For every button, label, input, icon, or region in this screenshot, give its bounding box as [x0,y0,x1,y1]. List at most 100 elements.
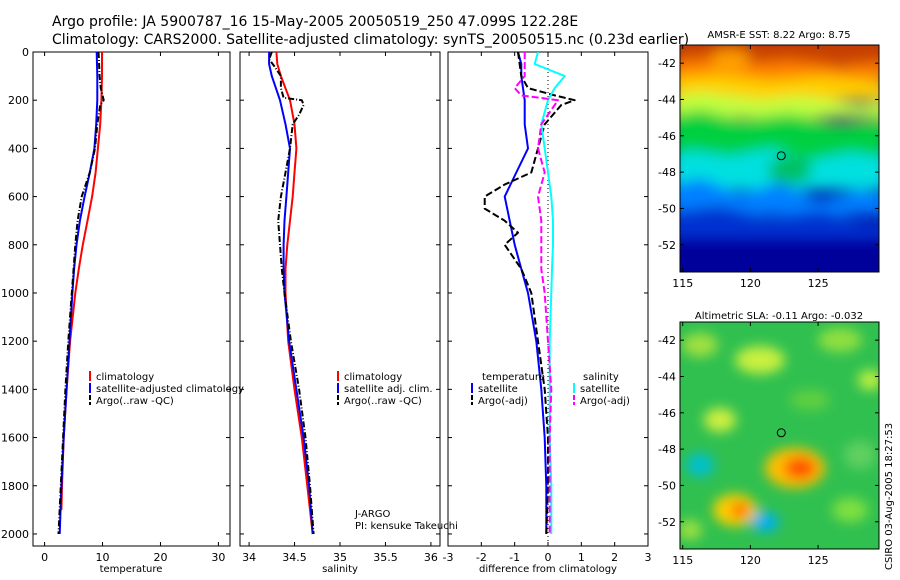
x-tick-label: 0 [41,551,48,564]
sst-map-title: AMSR-E SST: 8.22 Argo: 8.75 [707,30,850,41]
salinity-panel: 34 34.5 35 35.5 36 salinity climatology sate… [239,51,458,575]
sst-map-frame [679,44,880,273]
figure-title-line1: Argo profile: JA 5900787_16 15-May-2005 … [52,14,578,30]
legend-label-satellite-adjusted: satellite-adjusted climatology [96,384,244,395]
annotation-pi: PI: kensuke Takeuchi [355,521,458,532]
sla-field [680,322,879,549]
sst-map-ticks: -42 -44 -46 -48 -50 -52 115 120 125 [658,45,879,290]
y-tick-label: 600 [8,191,29,204]
y-tick-label: 200 [8,94,29,107]
series-line-satellite-adj-clim [268,52,314,535]
map-y-tick-label: -50 [658,202,676,215]
legend-label-sal-satellite: satellite [580,384,620,395]
map-x-tick-label: 125 [808,277,829,290]
salinity-ticks: 34 34.5 35 35.5 36 [240,51,440,564]
map-y-tick-label: -42 [658,57,676,70]
sst-argo-location-marker [776,151,786,161]
map-x-tick-label: 125 [808,554,829,567]
legend-label-argo: Argo(..raw -QC) [344,396,422,407]
x-tick-label: 35 [333,551,347,564]
legend-header-salinity: salinity [583,372,619,383]
x-tick-label: 34.5 [282,551,307,564]
y-tick-label: 1000 [1,287,29,300]
figure-title-line2: Climatology: CARS2000. Satellite-adjuste… [52,32,689,48]
series-line-satellite [533,52,566,534]
map-y-tick-label: -52 [658,239,676,252]
x-tick-label: -3 [443,551,454,564]
x-tick-label: 35.5 [373,551,398,564]
sst-field [680,45,879,272]
temperature-panel: 0 200 400 600 800 1000 1200 1400 1600 1800 2000 0 10… [1,46,244,575]
map-y-tick-label: -46 [658,407,676,420]
legend-label-temp-argo: Argo(-adj) [478,396,528,407]
series-line-argo-raw-qc [268,52,315,535]
temperature-ticks: 0 200 400 600 800 1000 1200 1400 1600 1800 2000 0 10… [1,46,230,564]
map-y-tick-label: -48 [658,443,676,456]
credit-timestamp: CSIRO 03-Aug-2005 18:27:53 [884,423,895,570]
y-tick-label: 1600 [1,432,29,445]
salinity-xlabel: salinity [322,564,358,575]
map-x-tick-label: 120 [740,277,761,290]
legend-label-temp-satellite: satellite [478,384,518,395]
y-tick-label: 2000 [1,528,29,541]
series-line-climatology [275,52,314,535]
sla-map-ticks: -42 -44 -46 -48 -50 -52 115 120 125 [658,322,879,567]
series-line-argo-adj [513,52,559,534]
map-y-tick-label: -50 [658,479,676,492]
salinity-legend: climatology satellite adj. clim. Argo(..… [337,371,433,407]
legend-label-argo: Argo(..raw -QC) [96,396,174,407]
difference-lines [483,52,576,546]
map-y-tick-label: -48 [658,166,676,179]
map-x-tick-label: 115 [672,277,693,290]
legend-header-temperature: temperature [482,372,545,383]
difference-panel: -3 -2 -1 0 1 2 3 difference from climatology t… [443,51,652,575]
y-tick-label: 1400 [1,383,29,396]
legend-label-climatology: climatology [344,372,402,383]
x-tick-label: 3 [645,551,652,564]
map-y-tick-label: -42 [658,334,676,347]
x-tick-label: 10 [96,551,110,564]
map-y-tick-label: -52 [658,516,676,529]
x-tick-label: 20 [153,551,167,564]
annotation-program: J-ARGO [354,509,391,520]
salinity-lines [268,52,315,535]
y-tick-label: 400 [8,142,29,155]
series-line-satellite-adjusted-climatology [58,52,99,535]
temperature-xlabel: temperature [100,564,163,575]
y-tick-label: 800 [8,239,29,252]
x-tick-label: -2 [476,551,487,564]
y-tick-label: 0 [22,46,29,59]
x-tick-label: 34 [242,551,256,564]
salinity-axes-box [239,51,441,547]
difference-ticks: -3 -2 -1 0 1 2 3 [443,51,652,564]
x-tick-label: 1 [578,551,585,564]
x-tick-label: 30 [211,551,225,564]
sla-map-title: Altimetric SLA: -0.11 Argo: -0.032 [695,311,863,322]
temperature-lines [57,52,105,535]
x-tick-label: -1 [509,551,520,564]
map-y-tick-label: -44 [658,370,676,383]
sla-map-frame [679,321,880,550]
x-tick-label: 2 [611,551,618,564]
temperature-axes-box [32,51,231,547]
difference-legend: temperature satellite Argo(-adj) salinit… [471,372,630,407]
map-y-tick-label: -44 [658,93,676,106]
legend-label-satellite-adj: satellite adj. clim. [344,384,433,395]
difference-xlabel: difference from climatology [479,564,617,575]
legend-label-climatology: climatology [96,372,154,383]
temperature-legend: climatology satellite-adjusted climatolo… [89,371,244,407]
series-line-satellite [503,52,548,534]
x-tick-label: 0 [545,551,552,564]
legend-label-sal-argo: Argo(-adj) [580,396,630,407]
sla-argo-location-marker [776,428,786,438]
series-line-argo-raw-qc [57,52,105,535]
series-line-argo-adj [483,52,576,535]
map-y-tick-label: -46 [658,130,676,143]
sla-map: Altimetric SLA: -0.11 Argo: -0.032 [658,311,880,567]
map-x-tick-label: 120 [740,554,761,567]
sst-map: AMSR-E SST: 8.22 Argo: 8.75 -42 -44 -46 -48… [658,30,880,290]
y-tick-label: 1800 [1,480,29,493]
map-x-tick-label: 115 [672,554,693,567]
y-tick-label: 1200 [1,335,29,348]
